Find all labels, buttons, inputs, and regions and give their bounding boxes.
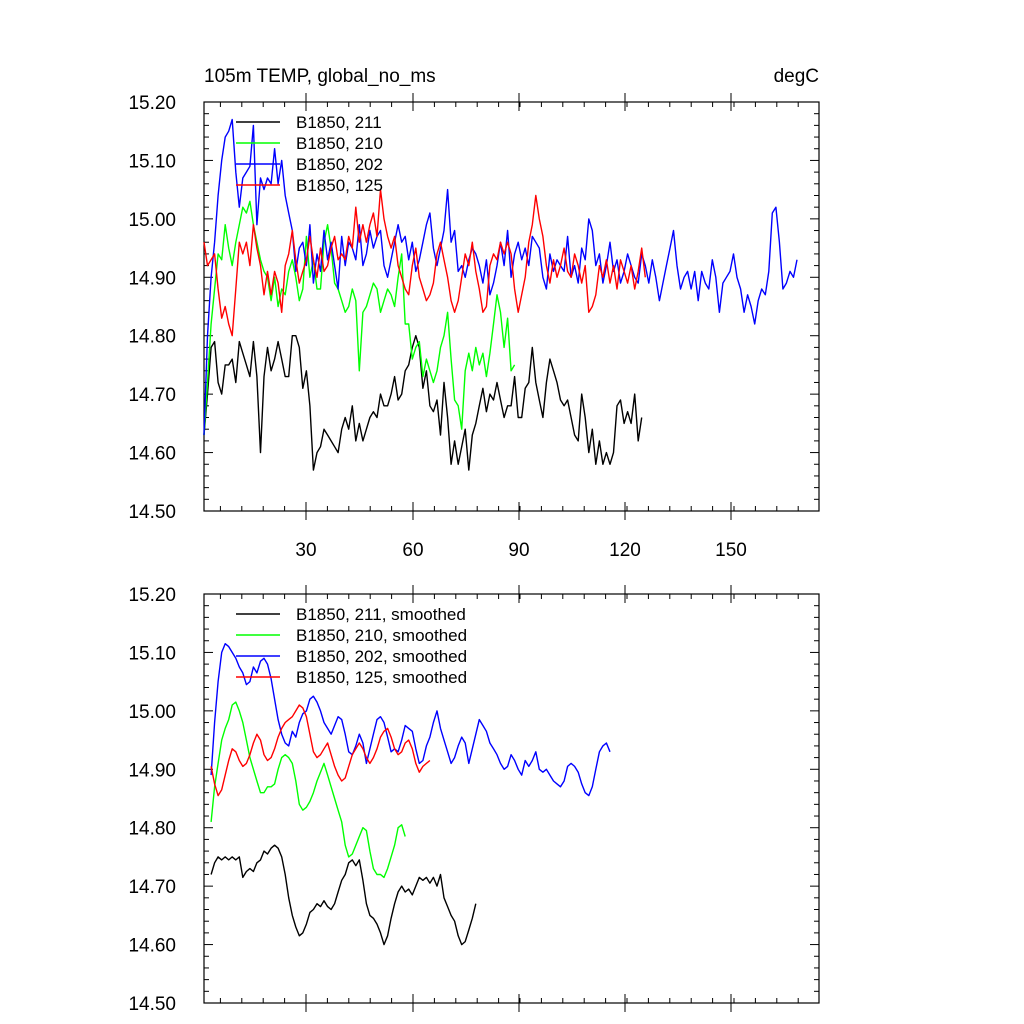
top-ytick-label: 15.10 [128, 151, 176, 172]
bottom-ytick-label: 14.50 [128, 994, 176, 1015]
top-xtick-label: 30 [295, 540, 316, 561]
top-series-line-0 [203, 335, 643, 471]
bottom-ytick-label: 15.10 [128, 643, 176, 664]
bottom-ytick-label: 14.90 [128, 760, 176, 781]
top-ytick-label: 14.80 [128, 327, 176, 348]
bottom-legend-label-2: B1850, 202, smoothed [296, 647, 467, 666]
top-ytick-label: 14.50 [128, 502, 176, 523]
top-legend-label-0: B1850, 211 [296, 113, 382, 132]
top-legend-label-3: B1850, 125 [296, 176, 383, 195]
bottom-plot-frame [203, 593, 820, 1004]
top-xtick-label: 150 [715, 540, 747, 561]
top-ytick-label: 14.90 [128, 268, 176, 289]
top-legend-label-1: B1850, 210 [296, 134, 383, 153]
top-xtick-label: 120 [609, 540, 641, 561]
bottom-panel: 14.50 14.60 14.70 14.80 14.90 15.00 15.10 15.20… [128, 585, 820, 1015]
bottom-ytick-label: 14.80 [128, 819, 176, 840]
top-xtick-label: 90 [508, 540, 529, 561]
top-ytick-label: 15.20 [128, 93, 176, 114]
title-right: degC [774, 66, 819, 87]
top-ytick-label: 14.70 [128, 385, 176, 406]
top-ytick-label: 14.60 [128, 444, 176, 465]
top-ytick-label: 15.00 [128, 210, 176, 231]
top-series-line-2 [203, 118, 798, 436]
bottom-legend-label-1: B1850, 210, smoothed [296, 626, 467, 645]
bottom-ytick-label: 14.60 [128, 936, 176, 957]
top-legend-label-2: B1850, 202 [296, 155, 383, 174]
bottom-ytick-label: 14.70 [128, 877, 176, 898]
bottom-series-line-2 [210, 643, 611, 797]
top-series-line-3 [203, 188, 646, 337]
top-xtick-label: 60 [402, 540, 423, 561]
bottom-series-line-3 [210, 704, 431, 797]
bottom-series-line-1 [210, 701, 406, 879]
bottom-ytick-label: 15.20 [128, 585, 176, 606]
top-panel: 14.50 14.60 14.70 14.80 14.90 15.00 15.10 15.20… [128, 66, 820, 561]
bottom-ytick-label: 15.00 [128, 702, 176, 723]
bottom-legend-label-3: B1850, 125, smoothed [296, 668, 467, 687]
bottom-series-line-0 [210, 844, 477, 946]
top-plot-frame [203, 101, 820, 512]
bottom-legend-label-0: B1850, 211, smoothed [296, 605, 466, 624]
title-left: 105m TEMP, global_no_ms [204, 66, 436, 87]
